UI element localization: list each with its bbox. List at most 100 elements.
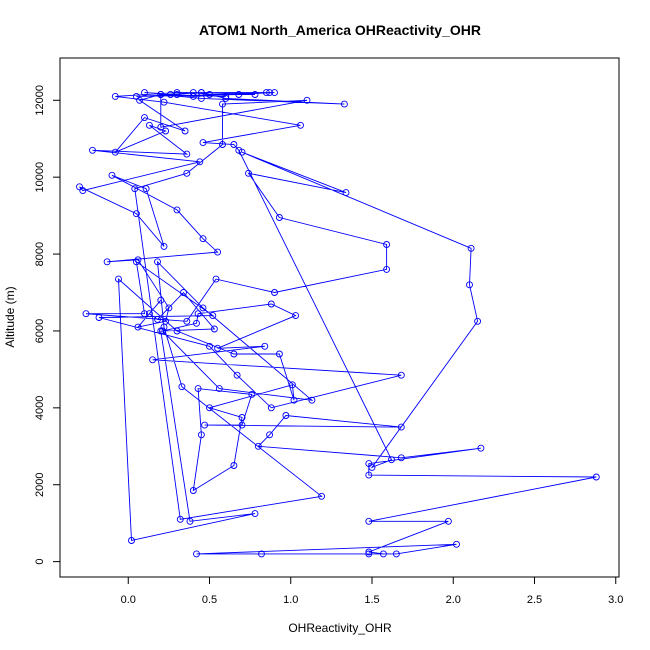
data-point <box>230 141 238 148</box>
data-point <box>111 148 119 156</box>
plot-frame <box>59 57 620 578</box>
data-point <box>141 114 148 122</box>
data-point <box>397 371 405 379</box>
x-tick-label: 1.0 <box>283 594 298 606</box>
data-point <box>196 158 204 166</box>
data-point <box>235 91 243 98</box>
data-point <box>383 241 391 248</box>
data-point <box>397 454 405 462</box>
data-point <box>79 187 87 195</box>
data-point <box>233 371 241 379</box>
data-point <box>251 91 259 98</box>
data-point <box>214 344 222 352</box>
data-point <box>267 300 275 308</box>
data-point <box>157 91 165 98</box>
data-point <box>467 244 475 252</box>
data-point <box>215 385 223 393</box>
data-point <box>197 89 205 97</box>
data-point <box>131 185 139 193</box>
data-point <box>186 517 194 525</box>
data-point <box>194 310 202 318</box>
data-point <box>167 91 174 98</box>
data-point <box>180 289 187 296</box>
data-point <box>199 304 207 312</box>
x-axis: 0.0 0.5 1.0 1.5 2.0 2.5 3.0 <box>121 576 623 606</box>
data-point <box>193 319 200 327</box>
data-point <box>477 444 485 452</box>
data-point <box>466 281 473 289</box>
x-axis-label: OHReactivity_OHR <box>288 621 392 635</box>
data-point <box>592 473 600 481</box>
data-point <box>178 383 186 391</box>
x-tick-label: 0.5 <box>202 594 217 606</box>
y-axis-label: Altitude (m) <box>3 286 17 347</box>
data-point <box>453 540 460 548</box>
data-point <box>157 296 165 304</box>
data-point <box>206 342 213 350</box>
data-point <box>189 89 197 97</box>
data-point <box>219 141 226 148</box>
data-point <box>145 121 153 129</box>
data-point <box>230 350 238 358</box>
data-point <box>132 258 140 266</box>
data-point <box>95 314 103 321</box>
data-point <box>251 510 259 518</box>
data-point <box>292 312 300 320</box>
data-point <box>219 100 226 108</box>
data-point <box>141 89 148 97</box>
chart-title: ATOM1 North_America OHReactivity_OHR <box>199 22 481 38</box>
data-point <box>365 517 373 525</box>
y-tick-label: 12000 <box>34 85 46 116</box>
data-point <box>206 404 213 412</box>
data-point <box>128 537 135 544</box>
data-point <box>474 317 482 325</box>
y-tick-label: 10000 <box>34 162 46 193</box>
data-point <box>248 390 256 398</box>
data-point <box>444 517 452 525</box>
data-point <box>275 214 283 221</box>
data-point <box>183 317 191 325</box>
data-point <box>154 258 161 266</box>
data-point <box>115 275 122 283</box>
data-point <box>189 487 197 494</box>
data-point <box>181 127 189 135</box>
data-point <box>365 471 373 479</box>
data-point <box>197 431 205 439</box>
data-point <box>383 265 391 273</box>
data-point <box>318 492 326 500</box>
data-point <box>132 92 140 100</box>
data-point <box>206 91 213 98</box>
x-tick-label: 2.0 <box>446 594 461 606</box>
data-point <box>267 404 275 412</box>
data-point <box>149 356 157 364</box>
data-point <box>275 350 283 358</box>
data-point <box>173 91 181 98</box>
data-point <box>209 312 217 320</box>
data-point <box>342 189 350 197</box>
series-line <box>79 92 597 555</box>
data-point <box>245 169 252 177</box>
data-point <box>158 327 166 335</box>
data-point <box>194 385 202 393</box>
data-point <box>154 315 161 323</box>
y-tick-label: 4000 <box>34 396 46 420</box>
data-point <box>365 548 373 556</box>
data-point <box>282 412 290 419</box>
data-point <box>134 256 142 264</box>
data-point <box>290 396 298 404</box>
data-point <box>199 139 207 147</box>
data-point <box>222 92 230 100</box>
data-point <box>379 550 387 558</box>
data-point <box>111 92 119 100</box>
data-point <box>183 150 191 158</box>
data-point <box>266 431 274 439</box>
data-point <box>266 89 274 97</box>
data-point <box>193 550 200 558</box>
data-point <box>160 323 168 331</box>
x-tick-label: 2.5 <box>527 594 542 606</box>
data-point <box>214 248 222 256</box>
data-point <box>222 94 230 102</box>
data-point <box>212 275 220 283</box>
y-tick-label: 6000 <box>34 319 46 343</box>
